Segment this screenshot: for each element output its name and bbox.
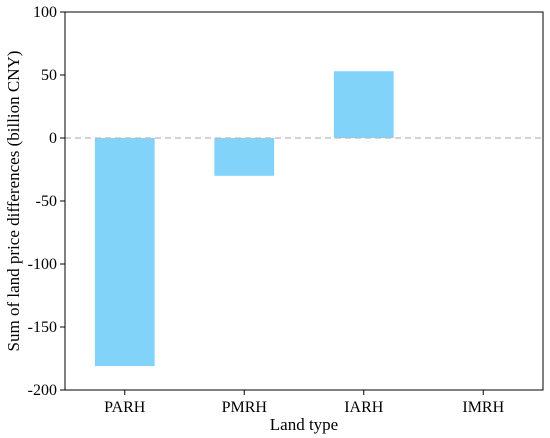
bar-parh (94, 138, 155, 367)
y-axis-title: Sum of land price differences (billion C… (4, 51, 23, 352)
x-tick-label: IMRH (462, 399, 504, 416)
y-tick-label: 100 (33, 4, 57, 21)
bar-iarh (333, 71, 394, 138)
x-axis-ticks: PARH PMRH IARH IMRH (104, 390, 505, 416)
y-tick-label: 50 (41, 67, 57, 84)
y-axis-ticks: -200 -150 -100 -50 0 50 100 (28, 4, 65, 399)
x-tick-label: PMRH (222, 399, 268, 416)
bar-pmrh (214, 138, 275, 176)
x-tick-label: IARH (344, 399, 384, 416)
y-tick-label: -150 (28, 319, 57, 336)
x-axis-title: Land type (270, 415, 338, 434)
x-tick-label: PARH (104, 399, 146, 416)
y-tick-label: 0 (49, 130, 57, 147)
y-tick-label: -100 (28, 256, 57, 273)
y-tick-label: -50 (36, 193, 57, 210)
y-tick-label: -200 (28, 382, 57, 399)
bars (94, 71, 394, 367)
